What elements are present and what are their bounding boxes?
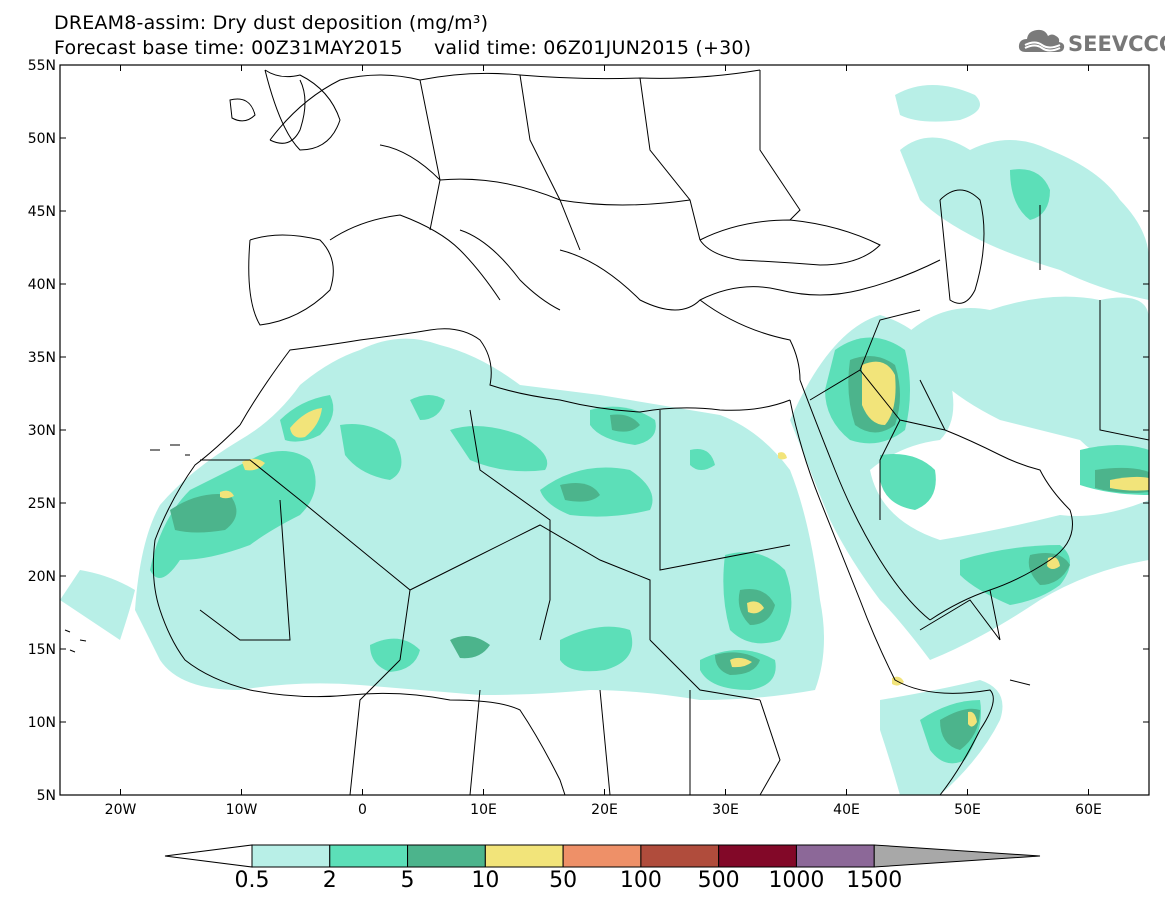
lon-label: 10E xyxy=(470,802,497,818)
lat-label: 5N xyxy=(37,788,56,804)
latitude-axis: 55N 50N 45N 40N 35N 30N 25N 20N 15N 10N 5N xyxy=(28,58,1149,804)
cloud-icon xyxy=(1018,29,1065,52)
colorbar-label: 1500 xyxy=(846,868,903,893)
lat-label: 55N xyxy=(28,58,56,74)
lat-label: 40N xyxy=(28,277,56,293)
lon-label: 40E xyxy=(833,802,860,818)
longitude-axis: 20W 10W 0 10E 20E 30E 40E 50E 60E xyxy=(105,65,1102,818)
lat-label: 45N xyxy=(28,204,56,220)
colorbar-lower-arrow xyxy=(164,844,253,868)
colorbar-swatch xyxy=(795,844,875,868)
colorbar-swatch xyxy=(718,844,797,868)
colorbar-upper-arrow xyxy=(873,844,1041,868)
colorbar-swatch xyxy=(251,844,331,868)
lat-label: 15N xyxy=(28,642,56,658)
colorbar-label: 10 xyxy=(471,868,500,893)
lon-label: 50E xyxy=(954,802,981,818)
lon-label: 30E xyxy=(712,802,739,818)
lon-label: 60E xyxy=(1075,802,1102,818)
lat-label: 50N xyxy=(28,131,56,147)
colorbar-swatch xyxy=(562,844,642,868)
map-title-line2: Forecast base time: 00Z31MAY2015 valid t… xyxy=(54,37,752,59)
colorbar-swatch xyxy=(484,844,564,868)
colorbar-swatch xyxy=(329,844,409,868)
lat-label: 10N xyxy=(28,715,56,731)
colorbar-swatch xyxy=(640,844,720,868)
lat-label: 20N xyxy=(28,569,56,585)
colorbar-label: 5 xyxy=(400,868,415,893)
dust-contours xyxy=(60,85,1149,795)
lat-label: 30N xyxy=(28,423,56,439)
logo-text: SEEVCCC xyxy=(1068,32,1165,56)
lon-label: 0 xyxy=(358,802,367,818)
colorbar-swatch xyxy=(407,844,486,868)
colorbar-label: 50 xyxy=(549,868,578,893)
colorbar-label: 2 xyxy=(322,868,337,893)
seevccc-logo: SEEVCCC xyxy=(1018,26,1165,62)
colorbar-label: 1000 xyxy=(768,868,825,893)
colorbar-label: 500 xyxy=(697,868,740,893)
colorbar-label: 0.5 xyxy=(234,868,270,893)
lon-label: 10W xyxy=(226,802,258,818)
lon-label: 20E xyxy=(591,802,618,818)
map-title-line1: DREAM8-assim: Dry dust deposition (mg/m³… xyxy=(54,12,489,34)
lat-label: 25N xyxy=(28,496,56,512)
lat-label: 35N xyxy=(28,350,56,366)
colorbar-label: 100 xyxy=(619,868,662,893)
colorbar xyxy=(164,844,1041,868)
lon-label: 20W xyxy=(105,802,137,818)
country-borders xyxy=(64,69,1149,795)
